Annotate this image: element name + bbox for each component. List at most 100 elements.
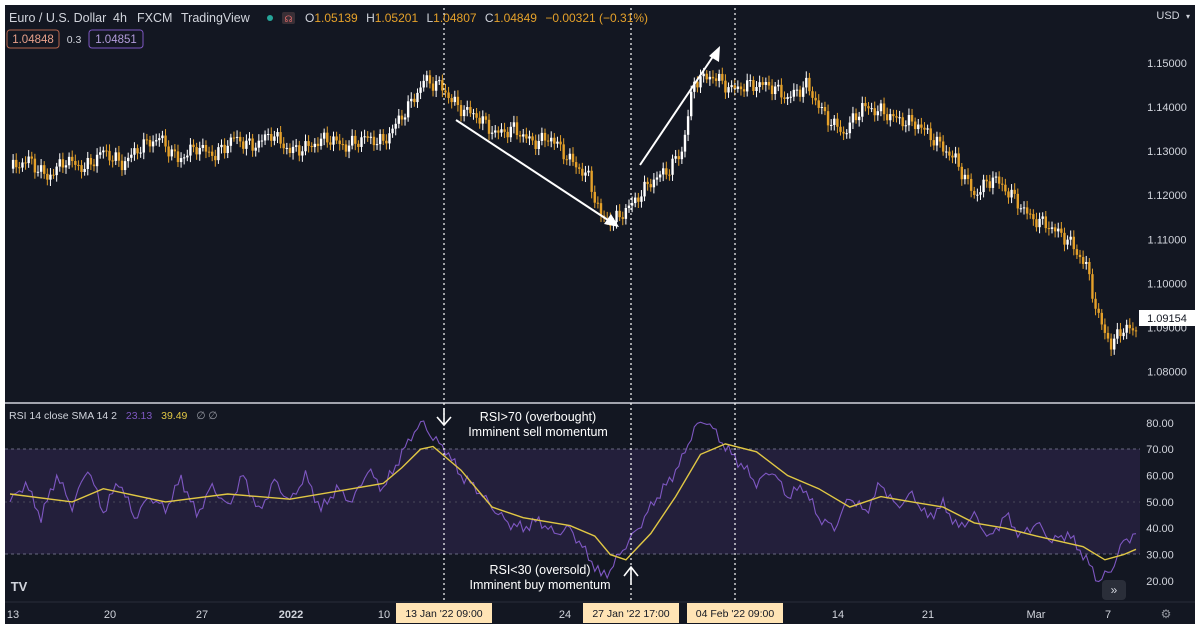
- candle: [83, 162, 86, 176]
- last-price-tag: [1139, 310, 1195, 326]
- candle: [360, 131, 363, 152]
- candle: [276, 128, 279, 144]
- scroll-to-realtime-button[interactable]: [1102, 580, 1126, 600]
- candle: [270, 127, 273, 147]
- candle: [126, 152, 130, 168]
- candle: [503, 122, 506, 139]
- candle: [994, 172, 998, 184]
- time-highlight-label: 13 Jan '22 09:00: [405, 608, 482, 620]
- time-axis[interactable]: 13 20 27 2022 10 24 14 21 Mar 7 13 Jan '22 09:00 27…: [7, 603, 1111, 623]
- candle: [864, 96, 867, 112]
- rsi-legend[interactable]: RSI 14 close SMA 14 2 23.13 39.49 ∅ ∅: [9, 410, 218, 422]
- candle: [472, 108, 475, 120]
- time-tick-label: 7: [1105, 609, 1111, 621]
- candle: [1019, 204, 1023, 213]
- candle: [71, 150, 74, 168]
- candle: [770, 79, 774, 101]
- time-tick-label: 24: [559, 609, 571, 621]
- candle: [649, 178, 652, 192]
- timeframe[interactable]: 4h: [113, 11, 127, 25]
- candle: [736, 80, 740, 93]
- candle: [876, 105, 880, 121]
- candle: [466, 100, 469, 117]
- candle: [845, 129, 848, 139]
- time-tick-label: 13: [7, 609, 19, 621]
- candle: [1035, 212, 1038, 232]
- candle: [18, 161, 21, 174]
- candle: [21, 158, 24, 172]
- candle: [1072, 230, 1075, 256]
- candle: [814, 91, 817, 106]
- candle: [341, 137, 345, 150]
- candle: [447, 86, 450, 104]
- candle: [948, 147, 951, 161]
- buy-button[interactable]: [88, 29, 144, 49]
- candle: [652, 173, 656, 194]
- candle: [226, 140, 229, 159]
- candle: [58, 153, 61, 172]
- candle: [525, 127, 528, 144]
- candle: [761, 77, 764, 90]
- candle: [481, 110, 484, 131]
- candle: [151, 135, 155, 153]
- time-highlight-tag: [583, 603, 679, 623]
- price-tick-label: 1.08000: [1147, 367, 1187, 379]
- candle: [643, 175, 646, 202]
- candle: [36, 165, 40, 177]
- candle: [811, 86, 814, 105]
- candle: [534, 134, 537, 155]
- candle: [117, 145, 121, 167]
- candle: [478, 111, 481, 129]
- candle: [130, 148, 133, 163]
- candle: [742, 83, 746, 98]
- candle: [382, 129, 385, 146]
- alert-icon[interactable]: [282, 12, 295, 24]
- candle: [581, 162, 584, 182]
- candle: [301, 146, 304, 162]
- candle: [938, 132, 942, 148]
- time-tick-label: Mar: [1027, 609, 1046, 621]
- candle: [1097, 303, 1100, 319]
- symbol-name[interactable]: Euro / U.S. Dollar: [9, 11, 106, 25]
- candle: [279, 125, 282, 149]
- candle: [86, 151, 89, 176]
- candle: [889, 108, 892, 127]
- candle: [559, 135, 562, 151]
- candle: [1119, 322, 1122, 343]
- candle: [1125, 319, 1128, 340]
- candle: [1060, 222, 1063, 238]
- chevron-down-icon[interactable]: ▾: [1186, 12, 1190, 21]
- candle: [385, 134, 388, 150]
- candle: [711, 70, 715, 84]
- candle: [453, 90, 457, 106]
- rsi-line: [9, 420, 1137, 583]
- time-tick-label: 14: [832, 609, 844, 621]
- candle: [170, 145, 173, 161]
- candle: [917, 119, 920, 134]
- candle: [462, 105, 466, 122]
- candle: [24, 156, 27, 170]
- candle: [1022, 201, 1026, 215]
- candle: [1085, 255, 1088, 270]
- candle: [210, 145, 214, 162]
- candle: [105, 144, 108, 157]
- candle: [689, 85, 693, 121]
- candle: [350, 129, 354, 150]
- candle: [89, 154, 93, 171]
- currency-select[interactable]: USD: [1156, 10, 1179, 22]
- candle: [556, 136, 559, 148]
- candle: [991, 171, 995, 195]
- candle: [282, 137, 285, 155]
- candle: [220, 139, 223, 154]
- candle: [973, 186, 976, 199]
- bid-price: 1.04848: [12, 34, 54, 46]
- market-status-icon[interactable]: [267, 15, 273, 21]
- candle: [730, 80, 733, 93]
- candle: [727, 82, 730, 98]
- gear-icon[interactable]: ⚙: [1161, 607, 1172, 621]
- sell-button[interactable]: [6, 29, 60, 49]
- candle: [357, 140, 360, 153]
- rsi-axis[interactable]: 80.00 70.00 60.00 50.00 40.00 30.00 20.00: [1146, 418, 1174, 588]
- candle: [758, 75, 761, 93]
- candle: [431, 76, 435, 97]
